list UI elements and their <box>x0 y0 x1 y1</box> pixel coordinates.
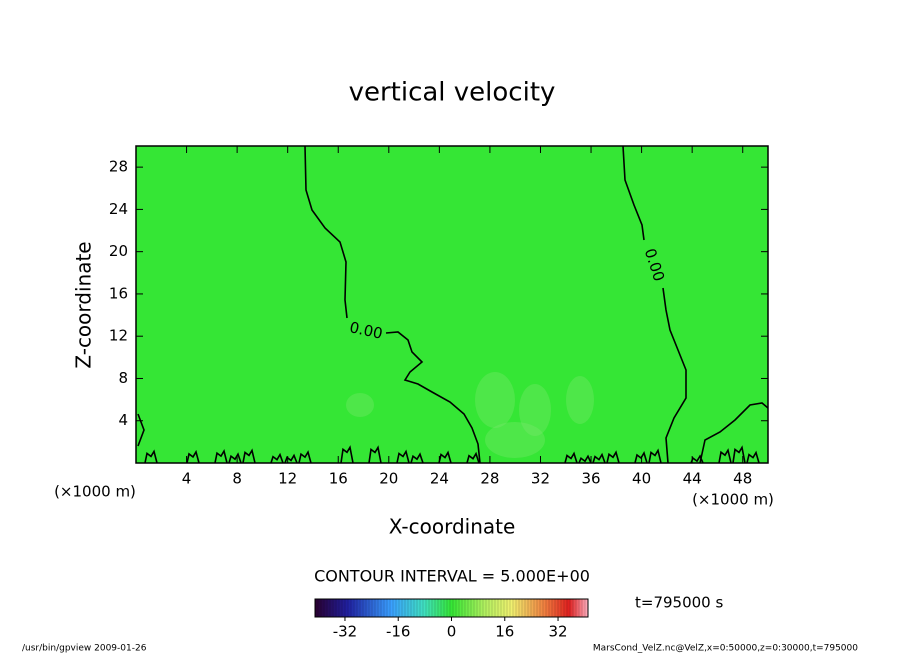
chart-title: vertical velocity <box>349 78 556 108</box>
x-unit: (×1000 m) <box>692 491 774 509</box>
contour-line <box>304 145 481 464</box>
colorbar-tick-label: -16 <box>386 623 411 641</box>
field-blob <box>485 422 545 458</box>
x-tick-label: 24 <box>430 470 449 488</box>
field-blob <box>519 384 551 436</box>
contour-interval: CONTOUR INTERVAL = 5.000E+00 <box>314 567 590 586</box>
x-tick-label: 20 <box>379 470 398 488</box>
field-blob <box>475 372 515 428</box>
y-tick-label: 8 <box>118 369 128 387</box>
y-tick-label: 16 <box>109 284 128 302</box>
footer-right: MarsCond_VelZ.nc@VelZ,x=0:50000,z=0:3000… <box>593 644 858 654</box>
colorbar-tick-label: 32 <box>548 623 567 641</box>
x-tick-label: 40 <box>632 470 651 488</box>
contour-line <box>622 145 687 464</box>
x-tick-label: 16 <box>329 470 348 488</box>
x-tick-label: 8 <box>232 470 242 488</box>
plot-frame <box>135 145 769 464</box>
x-tick-label: 28 <box>480 470 499 488</box>
colorbar <box>314 598 589 618</box>
y-tick-label: 20 <box>109 242 128 260</box>
contour-line <box>137 402 769 464</box>
x-tick-label: 12 <box>278 470 297 488</box>
colorbar-tick-label: 0 <box>447 623 457 641</box>
y-tick-label: 4 <box>118 411 128 429</box>
x-tick-label: 36 <box>581 470 600 488</box>
y-tick-label: 28 <box>109 158 128 176</box>
colorbar-tick-label: -32 <box>333 623 358 641</box>
x-tick-label: 4 <box>182 470 192 488</box>
y-unit: (×1000 m) <box>54 483 136 501</box>
footer-left: /usr/bin/gpview 2009-01-26 <box>22 644 147 654</box>
field-blob <box>566 376 594 424</box>
y-axis-label: Z-coordinate <box>72 241 96 368</box>
field <box>136 146 768 463</box>
field-blob <box>346 393 374 417</box>
colorbar-tick-label: 16 <box>495 623 514 641</box>
x-axis-label: X-coordinate <box>389 515 516 539</box>
y-tick-label: 24 <box>109 200 128 218</box>
y-tick-label: 12 <box>109 327 128 345</box>
x-tick-label: 48 <box>733 470 752 488</box>
time-label: t=795000 s <box>635 594 723 612</box>
x-tick-label: 32 <box>531 470 550 488</box>
x-tick-label: 44 <box>683 470 702 488</box>
